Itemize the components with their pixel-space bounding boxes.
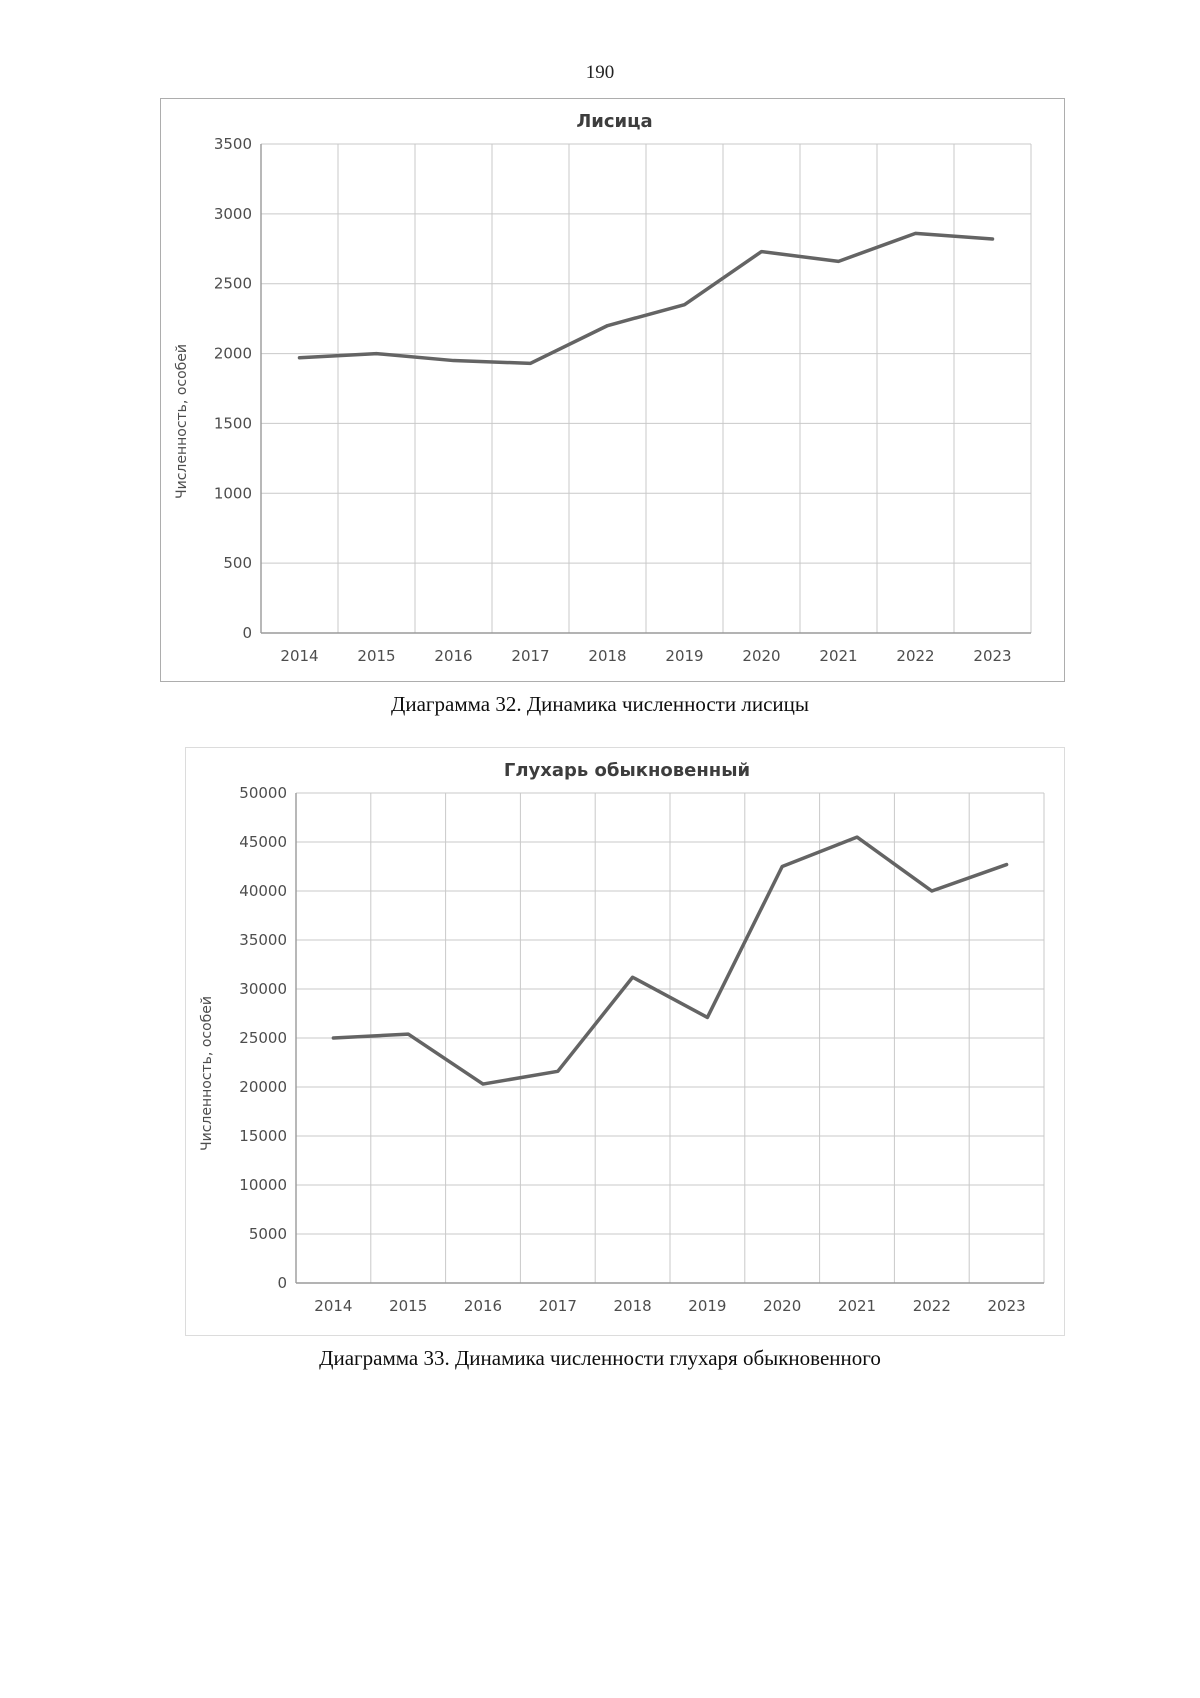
y-tick-label: 45000 <box>239 833 287 851</box>
y-tick-label: 35000 <box>239 931 287 949</box>
fox-y-axis-label: Численность, особей <box>174 344 190 500</box>
x-tick-label: 2017 <box>539 1297 577 1315</box>
y-tick-label: 3000 <box>214 205 252 223</box>
x-tick-label: 2017 <box>511 647 549 665</box>
x-tick-label: 2021 <box>819 647 857 665</box>
y-tick-label: 20000 <box>239 1078 287 1096</box>
x-tick-label: 2022 <box>896 647 934 665</box>
x-tick-label: 2014 <box>314 1297 352 1315</box>
y-tick-label: 25000 <box>239 1029 287 1047</box>
y-tick-label: 1000 <box>214 484 252 502</box>
capercaillie-chart-body: Численность, особей 0 5000 10000 15000 20000… <box>190 783 1064 1333</box>
x-tick-label: 2022 <box>913 1297 951 1315</box>
capercaillie-chart-section: Глухарь обыкновенный Численность, особей… <box>0 747 1200 1371</box>
x-tick-label: 2019 <box>688 1297 726 1315</box>
x-tick-label: 2014 <box>280 647 318 665</box>
data-line <box>297 231 995 366</box>
y-tick-label: 5000 <box>249 1225 287 1243</box>
y-tick-label: 3500 <box>214 135 252 153</box>
data-line <box>331 835 1009 1086</box>
y-tick-label: 40000 <box>239 882 287 900</box>
x-tick-label: 2016 <box>464 1297 502 1315</box>
x-tick-label: 2023 <box>973 647 1011 665</box>
fox-chart-caption: Диаграмма 32. Динамика численности лисиц… <box>391 692 809 716</box>
x-tick-label: 2015 <box>357 647 395 665</box>
y-tick-label: 1500 <box>214 414 252 432</box>
x-tick-label: 2023 <box>988 1297 1026 1315</box>
page-number: 190 <box>585 62 615 83</box>
x-tick-label: 2016 <box>434 647 472 665</box>
y-tick-label: 50000 <box>239 784 287 802</box>
y-tick-label: 2500 <box>214 275 252 293</box>
x-tick-label: 2020 <box>763 1297 801 1315</box>
y-tick-label: 0 <box>242 624 252 642</box>
y-tick-label: 500 <box>223 554 252 572</box>
x-tick-label: 2018 <box>614 1297 652 1315</box>
fox-chart-frame: Лисица Численность, особей 0 500 1000 1500 2… <box>160 98 1065 682</box>
capercaillie-chart-canvas: 0 5000 10000 15000 20000 25000 30000 35000 40000… <box>239 784 1045 1315</box>
fox-chart-body: Численность, особей 0 500 1000 1500 2000 2500… <box>165 134 1064 679</box>
capercaillie-chart-caption: Диаграмма 33. Динамика численности глуха… <box>319 1346 881 1370</box>
fox-chart-title: Лисица <box>576 111 653 132</box>
capercaillie-chart-title: Глухарь обыкновенный <box>503 760 751 781</box>
x-tick-label: 2019 <box>665 647 703 665</box>
y-tick-label: 2000 <box>214 345 252 363</box>
y-tick-label: 30000 <box>239 980 287 998</box>
x-tick-label: 2015 <box>389 1297 427 1315</box>
capercaillie-chart-frame: Глухарь обыкновенный Численность, особей… <box>185 747 1065 1336</box>
x-tick-label: 2020 <box>742 647 780 665</box>
fox-chart-canvas: 0 500 1000 1500 2000 2500 3000 3500 2014 2015 2016… <box>214 135 1032 665</box>
y-tick-label: 10000 <box>239 1176 287 1194</box>
capercaillie-y-axis-label: Численность, особей <box>199 995 215 1151</box>
fox-chart-section: Лисица Численность, особей 0 500 1000 1500 2… <box>0 98 1200 717</box>
y-tick-label: 0 <box>277 1274 287 1292</box>
x-tick-label: 2021 <box>838 1297 876 1315</box>
y-tick-label: 15000 <box>239 1127 287 1145</box>
x-tick-label: 2018 <box>588 647 626 665</box>
